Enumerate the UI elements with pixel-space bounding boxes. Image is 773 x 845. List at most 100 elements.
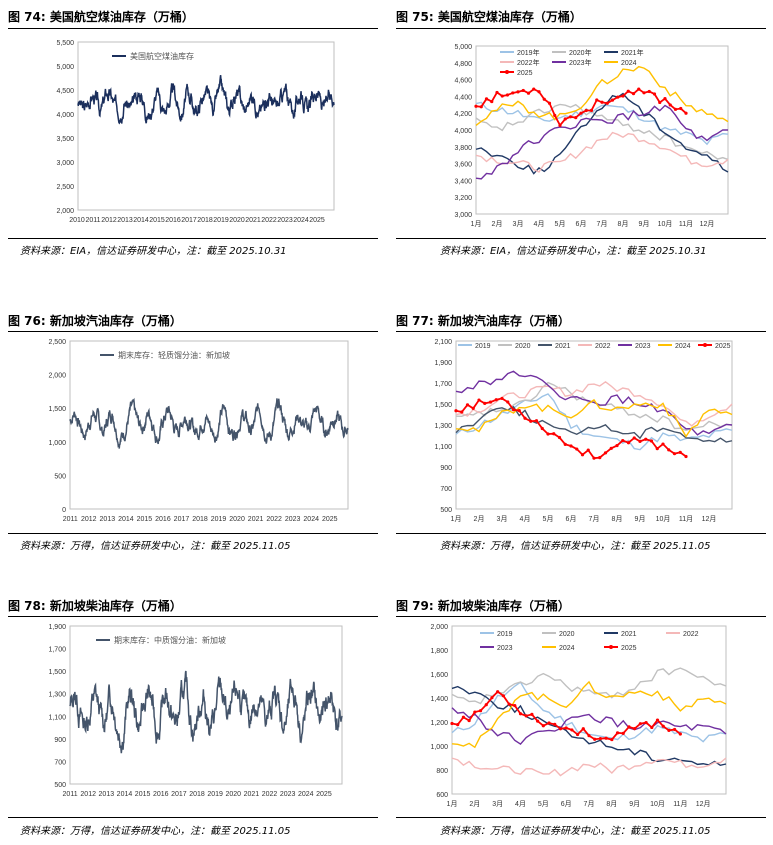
series-point <box>467 718 471 723</box>
x-tick-label: 9月 <box>629 800 640 808</box>
x-tick-label: 2020 <box>229 217 245 224</box>
series-point <box>552 432 556 436</box>
y-tick-label: 3,000 <box>454 212 472 219</box>
y-tick-label: 1,100 <box>48 714 66 721</box>
series-point <box>678 450 682 454</box>
series-point <box>609 446 613 450</box>
y-tick-label: 4,000 <box>56 112 74 119</box>
x-tick-label: 11月 <box>679 220 693 228</box>
series-point <box>553 113 557 117</box>
series-point <box>494 398 498 402</box>
series-line <box>69 397 349 449</box>
series-2020 <box>455 381 733 432</box>
series-point <box>587 734 591 738</box>
y-tick-label: 3,200 <box>454 195 472 202</box>
y-tick-label: 4,000 <box>454 128 472 135</box>
x-tick-label: 2010 <box>69 217 85 224</box>
legend-label: 2025 <box>621 645 637 652</box>
series-point <box>558 727 563 731</box>
x-tick-label: 2015 <box>135 791 151 798</box>
chart74-title: 图 74: 美国航空煤油库存（万桶） <box>8 10 194 24</box>
x-tick-label: 2013 <box>100 516 116 523</box>
series-point <box>506 400 510 404</box>
y-tick-label: 4,500 <box>56 88 74 95</box>
series-2023 <box>455 370 733 436</box>
chart-76: 0 500 1,000 1,500 2,000 2,500 2011 2012 2013 2014… <box>48 339 349 523</box>
chart-77: 500 700 900 1,100 1,300 1,500 1,700 1,900 2,100 1… <box>434 339 733 523</box>
chart78-title: 图 78: 新加坡柴油库存（万桶） <box>8 599 182 613</box>
series-point <box>496 690 500 694</box>
y-tick-label: 4,600 <box>454 78 472 85</box>
y-tick-label: 1,700 <box>434 381 452 388</box>
legend-label: 2021 <box>555 343 571 350</box>
series-point <box>461 715 466 719</box>
chart76-title: 图 76: 新加坡汽油库存（万桶） <box>8 314 182 328</box>
x-tick-label: 2022 <box>266 516 282 523</box>
x-tick-label: 9月 <box>635 515 646 523</box>
legend-label: 2020 <box>515 343 531 350</box>
chart-75: 3,000 3,200 3,400 3,600 3,800 4,000 4,200 4,400… <box>454 44 729 228</box>
series-point <box>638 722 642 726</box>
series-point <box>526 91 531 95</box>
series-point <box>547 721 551 725</box>
series-point <box>673 107 678 111</box>
y-tick-label: 900 <box>440 465 452 472</box>
x-tick-label: 12月 <box>696 800 711 808</box>
series-point <box>610 737 614 742</box>
y-tick-label: 5,500 <box>56 40 74 47</box>
series-point <box>655 447 659 451</box>
chart76-source: 资料来源：万得，信达证券研发中心，注：截至 2025.11.05 <box>20 541 291 552</box>
series-line <box>69 670 343 754</box>
y-tick-label: 1,500 <box>48 406 66 413</box>
y-tick-label: 3,000 <box>56 160 74 167</box>
series-point <box>644 721 648 725</box>
x-tick-label: 11月 <box>673 800 687 808</box>
x-tick-label: 2015 <box>137 516 153 523</box>
x-tick-label: 2022 <box>261 217 277 224</box>
y-tick-label: 2,500 <box>56 184 74 191</box>
y-tick-label: 1,900 <box>434 360 452 367</box>
series-point <box>557 435 562 440</box>
x-tick-label: 2025 <box>316 791 332 798</box>
chart79-title: 图 79: 新加坡柴油库存（万桶） <box>396 599 570 613</box>
series-point <box>477 398 481 402</box>
series-point <box>638 439 642 443</box>
series-point <box>547 101 552 105</box>
series-point <box>575 732 580 737</box>
chart75-source: 资料来源：EIA，信达证券研发中心，注：截至 2025.10.31 <box>440 246 707 257</box>
series-point <box>500 94 504 98</box>
series-2021 <box>455 405 733 443</box>
series-point <box>532 87 536 91</box>
legend-label: 期末库存：中质馏分油：新加坡 <box>114 635 226 645</box>
series-point <box>483 401 487 405</box>
x-tick-label: 4月 <box>534 220 545 228</box>
x-tick-label: 2018 <box>189 791 205 798</box>
x-tick-label: 2011 <box>85 217 100 224</box>
y-tick-label: 2,000 <box>48 373 66 380</box>
x-tick-label: 12月 <box>700 220 715 228</box>
series-point <box>605 101 609 105</box>
legend-marker <box>703 343 707 347</box>
series-point <box>615 443 619 448</box>
series-point <box>553 722 557 727</box>
series-point <box>604 736 608 740</box>
x-tick-label: 4月 <box>515 800 526 808</box>
series-point <box>589 108 594 112</box>
legend-label: 2023 <box>497 645 513 652</box>
x-tick-label: 2月 <box>492 220 503 228</box>
plot-frame <box>451 625 727 795</box>
series-point <box>632 436 636 440</box>
x-tick-label: 2月 <box>474 515 485 523</box>
series-point <box>490 696 494 700</box>
series-point <box>542 97 546 101</box>
series-point <box>540 426 544 431</box>
x-tick-label: 2021 <box>245 217 261 224</box>
x-tick-label: 6月 <box>566 515 577 523</box>
chart-74: 2,000 2,500 3,000 3,500 4,000 4,500 5,000 5,500… <box>56 40 335 224</box>
series-point <box>667 448 671 452</box>
y-tick-label: 2,000 <box>430 624 448 631</box>
series-point <box>655 718 660 722</box>
y-tick-label: 600 <box>436 792 448 799</box>
series-point <box>569 444 573 448</box>
y-tick-label: 1,000 <box>430 744 448 751</box>
